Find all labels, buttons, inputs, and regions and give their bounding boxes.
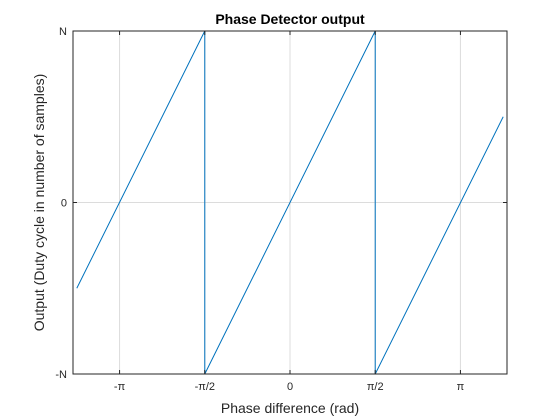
chart-title: Phase Detector output (215, 11, 365, 27)
x-tick-label-0: -π (114, 381, 126, 393)
series-line-0 (76, 30, 504, 375)
x-tick-label-1: -π/2 (195, 381, 215, 393)
x-tick-label-3: π/2 (367, 381, 384, 393)
x-tick-label-4: π (457, 381, 465, 393)
y-axis-label: Output (Duty cycle in number of samples) (31, 74, 47, 332)
ticks: -π -π/2 0 π/2 π -N 0 N (55, 26, 507, 393)
x-tick-label-2: 0 (287, 381, 293, 393)
series-layer (76, 30, 504, 375)
x-axis-label: Phase difference (rad) (221, 400, 359, 416)
y-tick-label-2: N (59, 26, 67, 38)
y-tick-label-0: -N (55, 369, 67, 381)
y-tick-label-1: 0 (61, 198, 67, 210)
